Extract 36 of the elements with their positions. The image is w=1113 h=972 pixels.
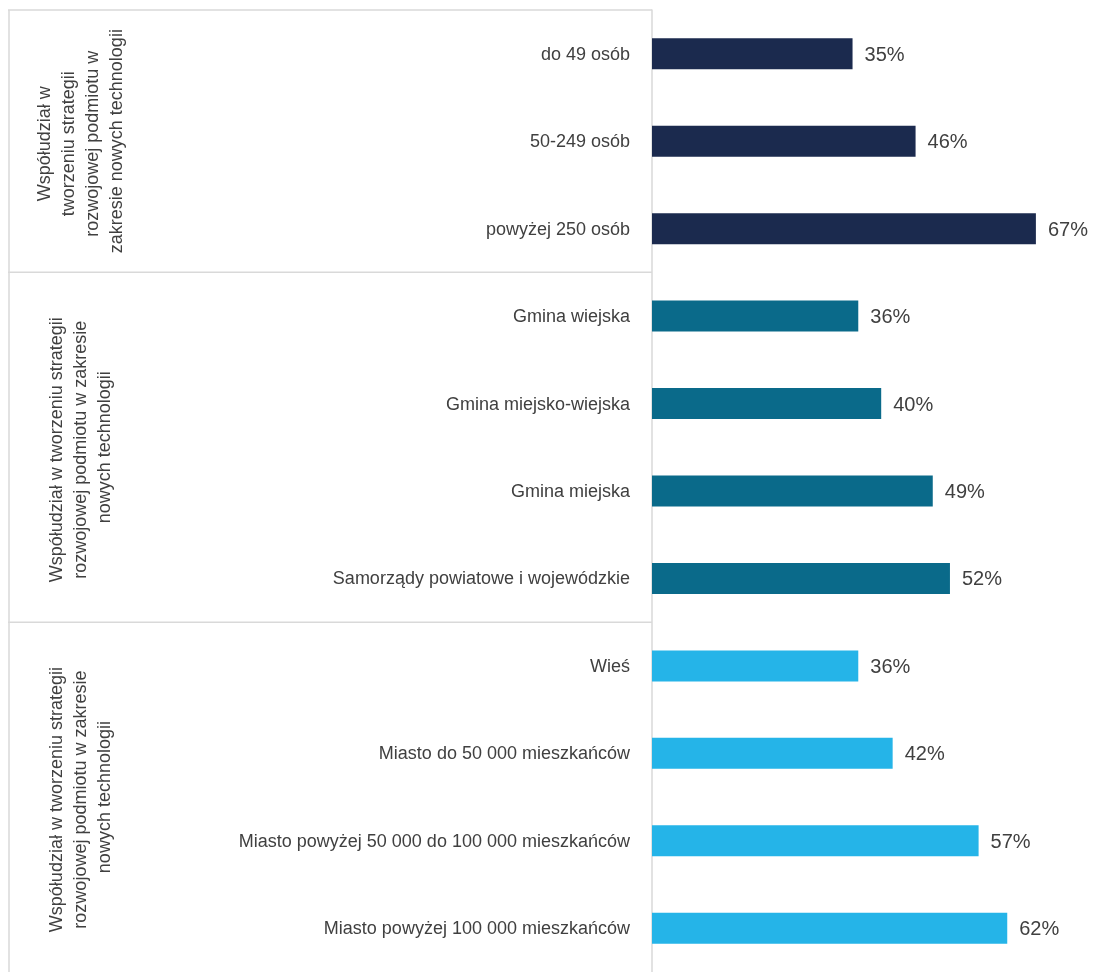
y-tick-label: Wieś	[590, 655, 630, 676]
y-tick-label: Gmina miejsko-wiejska	[445, 393, 631, 414]
data-label: 46%	[927, 130, 968, 153]
text: Współudział w tworzeniu strategii rozwojowej podmiotu w zakresie nowych technologii	[34, 29, 126, 254]
bar	[652, 737, 893, 769]
y-tick-label: 50-249 osób	[529, 131, 630, 152]
y-tick-label: do 49 osób	[540, 43, 630, 64]
bar	[652, 300, 859, 332]
y-tick-label: Gmina miejska	[510, 481, 631, 501]
bar	[652, 125, 916, 157]
data-label: 49%	[944, 480, 986, 502]
data-label: 52%	[961, 567, 1003, 590]
bar	[652, 825, 979, 857]
bar	[652, 213, 1036, 245]
text: Współudział w tworzeniu strategii rozwojowej podmiotu w zakresie nowych technologii	[46, 662, 114, 933]
y-tick-label: Miasto powyżej 50 000 do 100 000 mieszkańców	[238, 830, 631, 851]
data-label: 35%	[864, 42, 905, 65]
text: Współudział w tworzeniu strategii rozwojowej podmiotu w zakresie nowych technologii	[46, 312, 114, 583]
y-tick-label: Gmina wiejska	[512, 306, 631, 327]
y-tick-label: powyżej 250 osób	[485, 218, 630, 239]
data-label: 62%	[1019, 917, 1060, 940]
data-label: 36%	[870, 305, 911, 328]
data-label: 42%	[904, 742, 945, 765]
data-label: 67%	[1047, 217, 1089, 240]
data-label: 57%	[990, 829, 1031, 852]
bar	[652, 388, 882, 420]
y-tick-label: Miasto do 50 000 mieszkańców	[378, 743, 631, 764]
bar	[652, 912, 1008, 944]
y-tick-label: Miasto powyżej 100 000 mieszkańców	[323, 918, 631, 939]
bar	[652, 650, 859, 682]
bar	[652, 562, 950, 594]
data-label: 40%	[893, 392, 934, 415]
y-tick-label: Samorządy powiatowe i wojewódzkie	[332, 568, 630, 589]
bar	[652, 38, 853, 70]
data-label: 36%	[870, 654, 911, 677]
bar	[652, 475, 933, 507]
